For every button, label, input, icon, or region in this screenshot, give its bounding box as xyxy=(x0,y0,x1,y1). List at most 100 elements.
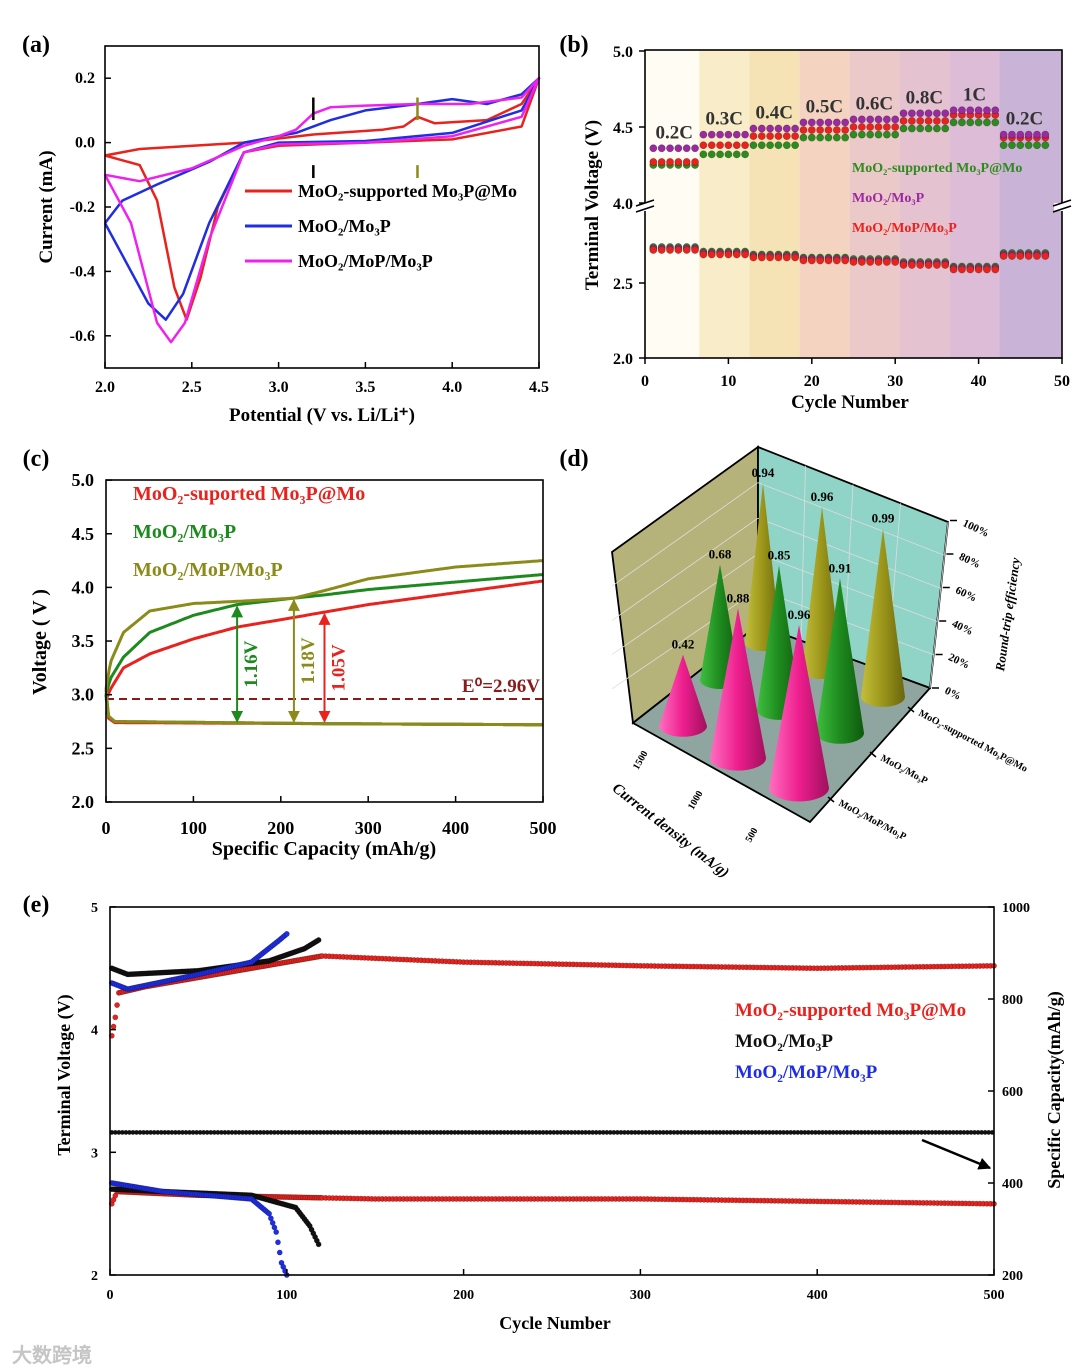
discharge-point xyxy=(315,1241,322,1248)
y-tick xyxy=(827,796,835,803)
value-label: 0.91 xyxy=(829,560,852,575)
charge-point xyxy=(741,141,749,150)
legend-label: MoO₂/MoP/Mo₃P xyxy=(735,1062,878,1083)
discharge-point xyxy=(907,261,916,269)
charge-point xyxy=(916,109,925,118)
x-tick-label: 4.0 xyxy=(442,379,462,396)
charge-point xyxy=(849,130,858,139)
discharge-point xyxy=(991,265,1000,274)
discharge-point xyxy=(966,265,975,274)
charge-point xyxy=(841,118,850,127)
charge-point xyxy=(958,118,966,127)
charge-point xyxy=(949,106,958,115)
charge-point xyxy=(699,141,708,150)
y-tick-label: -0.6 xyxy=(70,328,95,345)
discharge-point xyxy=(1008,252,1016,260)
charge-point xyxy=(749,124,758,133)
charge-point xyxy=(1024,130,1033,139)
y-tick-label: 0.0 xyxy=(75,135,95,152)
y-tick-label: MoO₂/MoP/Mo₃P xyxy=(837,798,908,843)
rate-band xyxy=(899,50,950,358)
cone-1-2 xyxy=(816,578,864,744)
value-label: 0.99 xyxy=(872,511,895,526)
discharge-point xyxy=(269,1219,276,1226)
discharge-point xyxy=(999,252,1008,260)
y-tick-label-left: 5 xyxy=(91,901,98,916)
discharge-point xyxy=(724,250,733,259)
grid-line xyxy=(929,521,949,689)
y-tick-label-right: 400 xyxy=(1002,1177,1023,1192)
rate-band xyxy=(949,50,1000,358)
cone-0-0 xyxy=(659,654,707,737)
discharge-point xyxy=(699,250,708,259)
charge-point xyxy=(874,115,883,124)
axis-break-mark xyxy=(1052,205,1072,213)
charge-point xyxy=(933,117,941,125)
charge-point xyxy=(824,126,833,134)
discharge-point xyxy=(666,246,674,254)
x-tick-label: 400 xyxy=(807,1288,828,1303)
charge-point xyxy=(682,144,691,153)
discharge-point xyxy=(799,256,808,265)
charge-point xyxy=(774,132,783,141)
charge-point xyxy=(782,132,791,141)
value-label: 0.85 xyxy=(768,548,791,563)
charge-point xyxy=(849,123,858,131)
charge-point xyxy=(974,106,983,115)
x-tick-label: 500 xyxy=(530,818,557,838)
cv-curve-0 xyxy=(104,76,541,321)
charge-point xyxy=(807,126,816,134)
charge-point xyxy=(983,106,991,115)
charge-point xyxy=(724,150,733,159)
discharge-point xyxy=(1016,252,1025,260)
charge-point xyxy=(732,150,741,159)
charge-point xyxy=(974,118,983,127)
x-tick-label: 100 xyxy=(276,1288,297,1303)
charge-point xyxy=(874,130,883,139)
rate-label: 0.2C xyxy=(655,122,692,143)
y-tick-label: 2.0 xyxy=(72,792,95,812)
charge-point xyxy=(966,118,975,127)
charge-point xyxy=(691,144,699,153)
grid-line xyxy=(611,589,759,690)
discharge-point xyxy=(275,1239,281,1246)
charge-point xyxy=(924,109,933,118)
discharge-point xyxy=(949,265,958,274)
charge-point xyxy=(782,124,791,133)
charge-point xyxy=(732,141,741,150)
discharge-point xyxy=(749,253,758,262)
cone-0-2 xyxy=(769,624,829,802)
charge-point xyxy=(699,130,708,139)
discharge-point xyxy=(832,256,841,265)
charge-point xyxy=(999,141,1008,150)
grid-line xyxy=(611,517,759,621)
y-tick-label: 0.2 xyxy=(75,70,95,87)
rate-band xyxy=(999,50,1062,358)
value-label: 0.96 xyxy=(811,489,834,504)
y-tick-label: 2.5 xyxy=(72,738,95,758)
z-tick-label: 20% xyxy=(946,651,971,671)
charge-point xyxy=(716,141,724,150)
y-tick-label-right: 200 xyxy=(1002,1269,1023,1284)
charge-point xyxy=(649,158,658,166)
charge-point xyxy=(941,117,950,125)
x-tick-label: 0 xyxy=(641,373,649,390)
charge-curve-1 xyxy=(104,573,544,696)
charge-point xyxy=(907,109,916,118)
charge-point xyxy=(774,141,783,150)
y-tick-label-left: 2 xyxy=(91,1269,98,1284)
charge-point xyxy=(1008,141,1016,150)
charge-point xyxy=(991,118,1000,127)
charge-point xyxy=(716,130,724,139)
discharge-point xyxy=(1024,252,1033,260)
charge-point xyxy=(882,123,891,131)
charge-point xyxy=(110,1023,117,1030)
x-tick-label: 500 xyxy=(744,826,761,844)
discharge-point xyxy=(273,1229,280,1235)
x-axis-title: Specific Capacity (mAh/g) xyxy=(212,838,436,860)
charge-point xyxy=(899,117,908,125)
legend-label: MoO₂-supported Mo₃P@Mo xyxy=(298,181,517,201)
charge-point xyxy=(1008,130,1016,139)
y-tick-label: 5.0 xyxy=(613,44,633,61)
charge-point xyxy=(916,124,925,133)
